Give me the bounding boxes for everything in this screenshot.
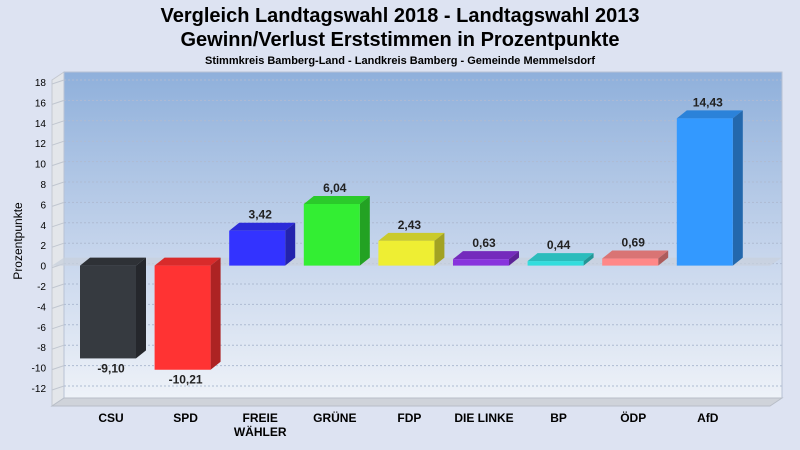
bar-top	[378, 232, 445, 241]
y-tick-label: 6	[40, 200, 46, 211]
gridline-side	[51, 120, 65, 126]
y-tick-label: 16	[35, 98, 47, 109]
bar	[378, 232, 445, 266]
bar-top	[229, 222, 296, 231]
bar-front	[303, 203, 360, 266]
value-label: 14,43	[693, 95, 723, 109]
bar-front	[527, 261, 584, 266]
bar-top	[303, 195, 370, 204]
bar-side	[136, 257, 146, 359]
gridline-side	[51, 385, 65, 391]
bar-side	[509, 251, 519, 266]
bar-top	[80, 257, 146, 266]
chart-title-line-2: Gewinn/Verlust Erststimmen in Prozentpun…	[180, 29, 620, 51]
bar-top	[602, 250, 669, 259]
gridline-side	[51, 99, 65, 105]
value-label: 0,69	[622, 236, 646, 250]
bar	[676, 110, 743, 266]
bar-side	[285, 222, 296, 266]
value-label: 6,04	[323, 181, 347, 195]
gridline-side	[51, 79, 65, 85]
gridline-side	[51, 161, 65, 167]
bar-side	[658, 250, 669, 266]
gridline-side	[51, 283, 65, 289]
chart-title-line-1: Vergleich Landtagswahl 2018 - Landtagswa…	[160, 5, 640, 27]
y-tick-label: -12	[32, 384, 47, 395]
gridline-side	[51, 324, 65, 330]
x-tick-label: ÖDP	[620, 410, 646, 425]
gridline-side	[51, 222, 65, 228]
bar	[453, 251, 519, 266]
bar-front	[676, 118, 733, 266]
chart-subtitle: Stimmkreis Bamberg-Land - Landkreis Bamb…	[205, 55, 595, 67]
x-tick-label: GRÜNE	[313, 410, 356, 425]
value-label: -9,10	[97, 361, 125, 375]
bar-top	[154, 257, 221, 266]
bar-side	[434, 232, 445, 266]
bar-front	[378, 240, 435, 266]
x-tick-label: SPD	[173, 411, 198, 425]
y-tick-label: 0	[40, 262, 46, 273]
title-block: Vergleich Landtagswahl 2018 - Landtagswa…	[0, 4, 800, 69]
y-tick-label: 12	[35, 139, 47, 150]
y-tick-label: -6	[37, 323, 46, 334]
bar	[303, 195, 370, 266]
bar	[229, 222, 296, 266]
gridline-side	[51, 365, 65, 371]
bar	[154, 257, 221, 370]
value-label: 0,63	[472, 236, 496, 250]
value-label: 2,43	[398, 218, 422, 232]
y-tick-label: 10	[35, 160, 47, 171]
y-tick-label: 4	[40, 221, 46, 232]
bar-side	[359, 195, 370, 266]
x-tick-label: BP	[550, 411, 567, 425]
y-tick-label: -2	[37, 282, 46, 293]
x-tick-label: CSU	[98, 411, 123, 425]
bar-top	[676, 110, 743, 119]
value-label: 0,44	[547, 238, 571, 252]
y-tick-label: -8	[37, 343, 46, 354]
bar-side	[210, 257, 221, 370]
bar-front	[453, 259, 509, 266]
gridline-side	[51, 303, 65, 309]
left-wall	[51, 71, 65, 407]
x-tick-label: FDP	[397, 411, 421, 425]
bar-top	[527, 253, 594, 262]
bar	[527, 253, 594, 266]
floor	[50, 397, 784, 407]
bar-side	[583, 253, 594, 266]
bar-front	[80, 265, 136, 359]
bar-top	[453, 251, 519, 260]
x-tick-label: FREIE	[243, 411, 278, 425]
bar-front	[602, 258, 659, 266]
y-axis-label: Prozentpunkte	[11, 202, 25, 280]
gridline-side	[51, 201, 65, 207]
value-label: 3,42	[249, 208, 273, 222]
bar	[602, 250, 669, 266]
value-label: -10,21	[169, 373, 203, 387]
y-tick-label: -4	[37, 302, 46, 313]
gridline-side	[51, 140, 65, 146]
gridline-side	[51, 344, 65, 350]
bar-front	[154, 265, 211, 370]
y-tick-label: 14	[35, 119, 47, 130]
x-tick-label: AfD	[697, 411, 719, 425]
y-tick-label: -10	[32, 364, 47, 375]
y-tick-label: 18	[35, 78, 47, 89]
gridline-side	[51, 181, 65, 187]
bar	[80, 257, 146, 359]
y-tick-label: 2	[40, 241, 46, 252]
x-tick-label: WÄHLER	[234, 424, 287, 439]
gridline-side	[51, 242, 65, 248]
y-tick-label: 8	[40, 180, 46, 191]
bar-side	[732, 110, 743, 266]
bar-front	[229, 230, 286, 266]
x-tick-label: DIE LINKE	[454, 411, 513, 425]
